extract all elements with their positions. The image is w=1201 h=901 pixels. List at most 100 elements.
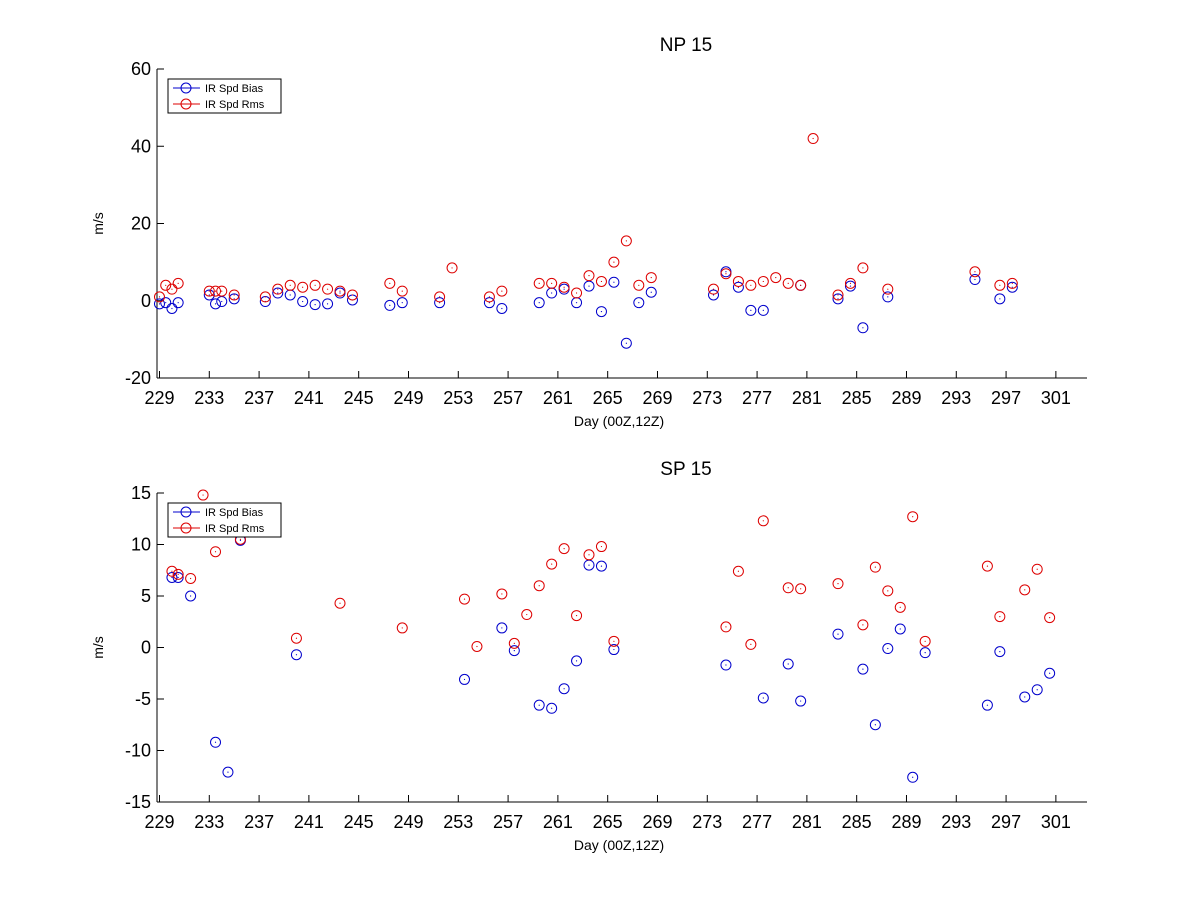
np15-rms-point [782, 277, 794, 289]
sp15-rms-point [795, 583, 807, 595]
sp15-rms-point-center [463, 598, 466, 600]
sp15-rms-point [334, 597, 346, 609]
np15-rms-point [446, 262, 458, 274]
np15-rms-point [608, 256, 620, 268]
np15-rms-point-center [563, 286, 565, 288]
sp15-bias-point [290, 649, 302, 661]
sp15-rms-point-center [551, 563, 553, 565]
sp15-rms-point [166, 565, 178, 577]
np15-bias-point [608, 276, 620, 288]
np15-rms-point-center [221, 290, 223, 292]
np15-legend-rms-label: IR Spd Rms [205, 99, 265, 111]
sp15-rms-point-center [750, 643, 752, 646]
np15-bias-point-center [999, 298, 1001, 300]
np15-legend-box [167, 78, 282, 114]
np15-bias-point-center [221, 300, 223, 303]
sp15-rms-point [882, 585, 894, 597]
np15-rms-point [160, 279, 172, 291]
np15-rms-point [832, 289, 844, 301]
sp15-bias-point [757, 692, 769, 704]
sp15-rms-point-center [999, 616, 1001, 618]
np15-rms-point [994, 279, 1006, 291]
np15-bias-point-center [302, 300, 304, 303]
sp15-bias-point-center [1024, 696, 1026, 698]
np15-rms-point-center [326, 288, 329, 290]
sp15-bias-point [795, 695, 807, 707]
np15-rms-point-center [339, 290, 341, 292]
np15-bias-point-center [439, 302, 441, 304]
sp15-bias-point [496, 622, 508, 634]
sp15-rms-point-center [787, 587, 789, 589]
np15-bias-point-center [488, 302, 491, 304]
sp15-rms-point-center [513, 642, 515, 644]
np15-rms-point-center [277, 288, 279, 290]
sp15-rms-point-center [588, 554, 590, 556]
sp15-rms-point [907, 511, 919, 523]
sp15-rms-point-center [202, 494, 204, 496]
sp15-legend-rms-marker [180, 522, 192, 534]
sp15-rms-point [508, 637, 520, 649]
np15-bias-point-center [638, 302, 640, 304]
np15-rms-point [384, 277, 396, 289]
np15-rms-point-center [588, 275, 590, 277]
sp15-bias-point-center [912, 776, 914, 778]
np15-rms-point [346, 289, 358, 301]
np15-bias-point [633, 297, 645, 309]
np15-bias-point-center [339, 292, 341, 294]
np15-rms-point-center [887, 288, 889, 290]
sp15-rms-point-center [538, 585, 540, 587]
sp15-y-tick-label: 15 [131, 483, 151, 503]
np15-bias-point [384, 299, 396, 311]
sp15-bias-point-center [999, 651, 1001, 653]
np15-rms-point [203, 285, 215, 297]
sp15-rms-point [496, 588, 508, 600]
np15-bias-point-center [588, 285, 590, 287]
np15-bias-point [396, 297, 408, 309]
sp15-x-tick-label: 297 [991, 812, 1021, 832]
sp15-bias-point [608, 644, 620, 656]
sp15-legend: IR Spd Bias IR Spd Rms [167, 502, 282, 538]
np15-bias-point [166, 302, 178, 314]
sp15-bias-point [720, 659, 732, 671]
sp15-bias-point-center [513, 649, 515, 652]
np15-bias-point [620, 337, 632, 349]
sp15-x-tick-label: 249 [393, 812, 423, 832]
np15-bias-point-center [750, 309, 752, 312]
sp15-rms-point [533, 580, 545, 592]
np15-rms-point [558, 281, 570, 293]
np15-title: NP 15 [660, 35, 712, 56]
sp15-rms-point [210, 546, 222, 558]
np15-rms-point-center [837, 294, 839, 296]
sp15-rms-point-center [837, 583, 839, 585]
sp15-rms-point-center [862, 624, 864, 626]
sp15-bias-point [172, 571, 184, 583]
np15-rms-point [483, 291, 495, 303]
sp15-bias-point-center [762, 697, 764, 699]
sp15-rms-point-center [339, 602, 341, 604]
sp15-legend-bias-marker [180, 506, 192, 518]
np15-legend-rms-marker [180, 98, 192, 110]
np15-rms-point [1006, 277, 1018, 289]
sp15-legend-rms-label: IR Spd Rms [205, 523, 265, 535]
sp15-rms-point [595, 541, 607, 553]
sp15-rms-point [546, 558, 558, 570]
sp15-rms-point-center [1036, 568, 1038, 570]
np15-legend-bias-label: IR Spd Bias [205, 83, 264, 95]
sp15-bias-point [869, 719, 881, 731]
sp15-bias-point-center [862, 668, 864, 670]
np15-bias-point-center [208, 294, 210, 296]
np15-rms-point [857, 262, 869, 274]
np15-rms-point [546, 277, 558, 289]
sp15-bias-point [185, 590, 197, 602]
np15-bias-point-center [289, 294, 291, 296]
np15-legend: IR Spd Bias IR Spd Rms [167, 78, 282, 114]
np15-x-tick-label: 257 [493, 388, 523, 408]
np15-bias-point [708, 289, 720, 301]
np15-x-tick-label: 253 [443, 388, 473, 408]
sp15-bias-point-center [800, 700, 802, 702]
np15-rms-point [216, 285, 228, 297]
sp15-bias-point-center [563, 688, 565, 690]
np15-rms-point [434, 291, 446, 303]
sp15-rms-point-center [476, 645, 478, 648]
sp15-y-axis-label: m/s [90, 636, 106, 659]
